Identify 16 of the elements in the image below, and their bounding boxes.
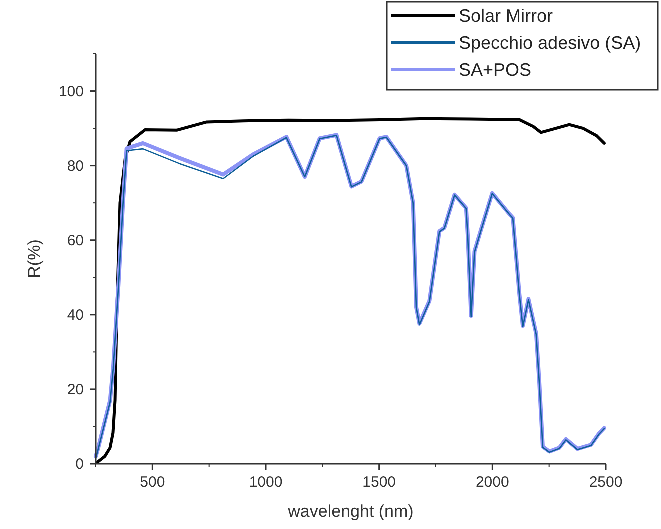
- y-tick-label: 80: [67, 158, 84, 175]
- x-tick-label: 1000: [249, 474, 283, 491]
- x-tick-label: 2000: [476, 474, 510, 491]
- x-tick-label: 2500: [589, 474, 623, 491]
- x-axis-title: wavelenght (nm): [287, 502, 414, 521]
- y-tick-label: 20: [67, 381, 84, 398]
- legend-label: SA+POS: [459, 60, 532, 80]
- y-tick-label: 60: [67, 232, 84, 250]
- y-tick-label: 0: [76, 456, 84, 473]
- y-tick-label: 100: [58, 83, 84, 100]
- legend-label: Specchio adesivo (SA): [459, 33, 642, 53]
- x-tick-label: 500: [140, 474, 166, 491]
- x-tick-label: 1500: [362, 474, 396, 491]
- legend-label: Solar Mirror: [459, 6, 554, 26]
- y-axis-title: R(%): [25, 240, 44, 278]
- y-tick-label: 40: [67, 306, 84, 324]
